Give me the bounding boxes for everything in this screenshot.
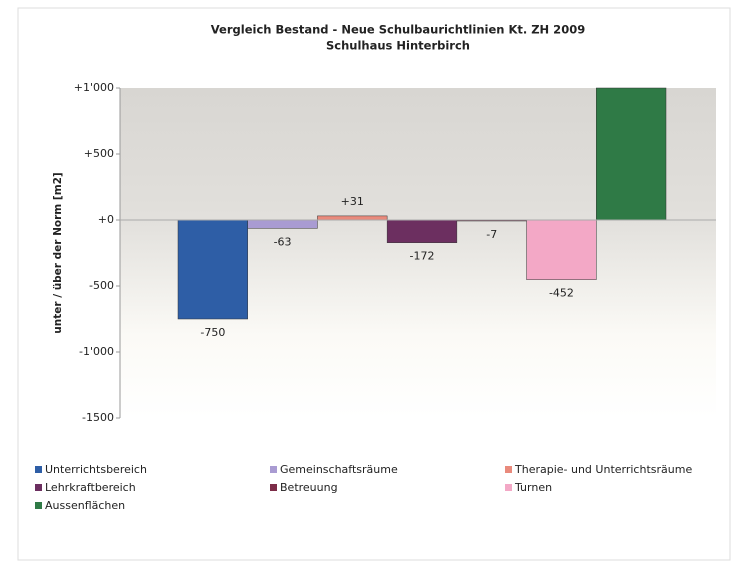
legend-label: Betreuung <box>280 481 338 494</box>
y-tick-label: +1'000 <box>74 81 114 94</box>
bar <box>526 219 597 280</box>
legend-swatch <box>35 484 42 491</box>
legend-label: Lehrkraftbereich <box>45 481 136 494</box>
data-label: -750 <box>200 326 225 339</box>
y-tick-label: -1'000 <box>79 345 114 358</box>
chart-title: Vergleich Bestand - Neue Schulbaurichtli… <box>211 23 585 37</box>
chart-subtitle: Schulhaus Hinterbirch <box>326 39 470 53</box>
data-label: -172 <box>410 250 435 263</box>
y-tick-label: +500 <box>84 147 114 160</box>
bar <box>386 219 458 243</box>
bar <box>596 87 667 221</box>
y-tick-label: -1500 <box>82 411 114 424</box>
legend-label: Turnen <box>514 481 552 494</box>
legend-label: Therapie- und Unterrichtsräume <box>514 463 692 476</box>
legend-label: Gemeinschaftsräume <box>280 463 398 476</box>
y-tick-label: -500 <box>89 279 114 292</box>
data-label: -7 <box>486 228 497 241</box>
data-label: +31 <box>341 195 364 208</box>
legend-swatch <box>505 484 512 491</box>
legend-swatch <box>505 466 512 473</box>
legend-swatch <box>35 466 42 473</box>
legend-label: Unterrichtsbereich <box>45 463 147 476</box>
y-tick-label: +0 <box>98 213 114 226</box>
bar <box>247 219 318 229</box>
bar <box>317 215 388 221</box>
legend-swatch <box>35 502 42 509</box>
bar <box>177 219 248 320</box>
legend-label: Aussenflächen <box>45 499 125 512</box>
data-label: -452 <box>549 287 574 300</box>
y-axis-title: unter / über der Norm [m2] <box>52 172 64 333</box>
legend-swatch <box>270 466 277 473</box>
data-label: -63 <box>274 235 292 248</box>
legend-swatch <box>270 484 277 491</box>
